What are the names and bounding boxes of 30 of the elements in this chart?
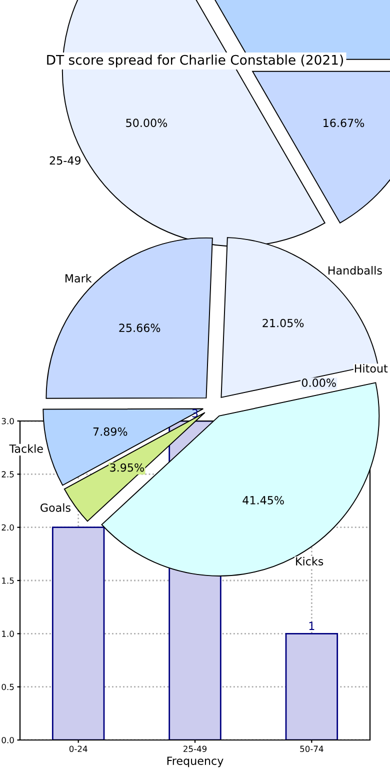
bar — [52, 526, 105, 740]
x-tick-label: 0-24 — [69, 746, 88, 752]
data-label: 16.67% — [324, 118, 364, 128]
y-tick-label: 3.0 — [2, 418, 14, 424]
data-label: 50.00% — [126, 118, 168, 128]
y-tick-label: 0.5 — [2, 684, 14, 690]
slice-label: Tackle — [9, 444, 43, 453]
slice-label: 25-49 — [50, 156, 81, 165]
y-tick-label: 2.0 — [2, 524, 14, 531]
y-tick-label: 2.5 — [2, 471, 14, 478]
data-label: 21.05% — [262, 318, 304, 328]
slice-label: Kicks — [296, 556, 324, 566]
x-tick-label: 25-49 — [184, 746, 207, 752]
text: 0.00% — [302, 378, 336, 387]
data-label: 25.66% — [119, 324, 160, 332]
slice-label: Handballs — [328, 266, 382, 275]
slice-label: Goals — [40, 503, 70, 512]
bar — [285, 632, 338, 740]
slice-label: Mark — [66, 274, 92, 283]
text: DT score spread for Charlie Constable (2021) — [47, 54, 344, 68]
y-tick-label: 0.0 — [2, 736, 14, 744]
y-tick-label: 1.5 — [2, 578, 14, 584]
data-label: 41.45% — [242, 496, 284, 504]
data-label: 3.95% — [110, 463, 144, 472]
x-axis-title: Frequency — [167, 756, 224, 768]
data-label: 7.89% — [93, 427, 128, 436]
x-tick-label: 50-74 — [300, 746, 324, 752]
category-label: Hitout — [354, 364, 388, 373]
data-label: 1 — [309, 622, 314, 630]
y-tick-label: 1.0 — [2, 630, 14, 637]
